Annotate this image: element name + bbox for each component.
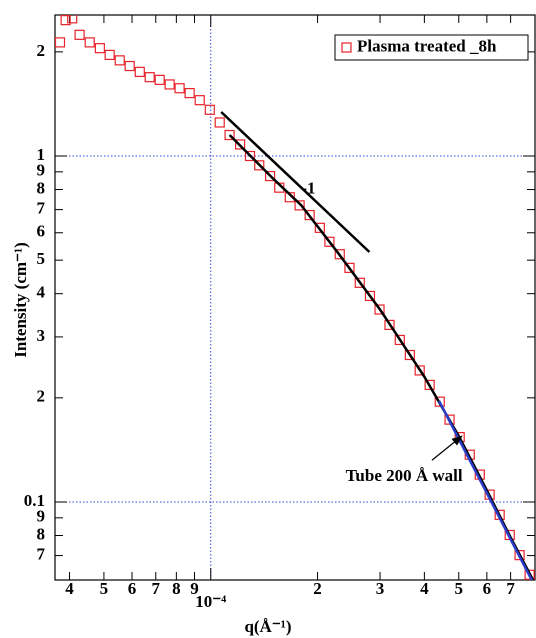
data-point [424, 379, 435, 390]
data-point [74, 29, 85, 40]
data-point [434, 396, 445, 407]
y-tick-label: 2 [37, 387, 46, 406]
y-tick-label: 2 [37, 41, 46, 60]
y-tick-label: 5 [37, 249, 46, 268]
data-point [104, 49, 115, 60]
data-point [84, 37, 95, 48]
data-point [244, 150, 256, 162]
legend-marker [341, 42, 352, 53]
data-point [304, 209, 315, 221]
x-tick-label: 6 [483, 579, 492, 598]
plot-frame [54, 14, 536, 581]
data-point [235, 139, 246, 150]
y-tick-label: 4 [37, 283, 46, 302]
data-point [514, 550, 525, 561]
data-point [354, 277, 365, 288]
data-point [384, 319, 395, 330]
data-point [214, 117, 225, 128]
data-point [374, 304, 385, 315]
y-tick-label: 9 [37, 161, 46, 180]
data-point [144, 72, 155, 83]
line [220, 111, 371, 253]
y-tick-label: 3 [37, 326, 46, 345]
x-tick-label: 3 [376, 579, 385, 598]
data-point [204, 104, 215, 115]
data-point [324, 236, 335, 247]
annotations: -1 Tube 200 Å wall [301, 178, 463, 485]
data-point [344, 262, 355, 273]
data-point [174, 83, 185, 94]
data-point [164, 79, 175, 90]
x-tick-label: 8 [172, 579, 181, 598]
data-point [314, 222, 325, 233]
x-tick-label: 4 [420, 579, 429, 598]
y-axis-label: Intensity (cm⁻¹) [11, 242, 30, 358]
data-point [444, 414, 455, 425]
data-point [114, 55, 125, 66]
x-tick-label: 5 [455, 579, 464, 598]
y-tick-label: 8 [37, 178, 46, 197]
x-tick-label: 2 [313, 579, 322, 598]
x-tick-label: 4 [65, 579, 74, 598]
data-point [394, 334, 405, 346]
data-point [404, 349, 415, 361]
y-tick-label: 8 [37, 524, 46, 543]
data-point [124, 60, 135, 72]
x-axis-label: q(Å⁻¹) [244, 617, 291, 636]
x-tick-label: 5 [100, 579, 109, 598]
y-tick-label: 7 [37, 544, 46, 563]
data-point [55, 37, 66, 48]
data-point [265, 170, 276, 182]
data-point [60, 15, 71, 26]
line [437, 400, 534, 580]
data-point [67, 15, 78, 24]
x-tick-label: 7 [152, 579, 161, 598]
grid [55, 15, 535, 580]
legend: Plasma treated _8h [334, 34, 529, 61]
annotation-arrow [431, 435, 463, 461]
data-point [184, 87, 195, 99]
annotation: -1 [301, 178, 315, 197]
data-point [364, 290, 376, 302]
x-tick-label: 6 [128, 579, 137, 598]
x-tick-label: 9 [190, 579, 199, 598]
data-point [334, 249, 345, 260]
data-point [524, 569, 535, 580]
y-tick-label: 0.1 [24, 491, 45, 510]
data-point [294, 200, 305, 211]
annotation: Tube 200 Å wall [346, 466, 463, 485]
legend-label: Plasma treated _8h [357, 36, 497, 55]
y-tick-label: 7 [37, 199, 46, 218]
y-tick-label: 1 [37, 145, 46, 164]
marks [55, 15, 535, 580]
x-tick-label: 7 [506, 579, 515, 598]
data-point [414, 365, 425, 376]
y-tick-label: 9 [37, 507, 46, 526]
data-point [194, 95, 205, 106]
data-point [154, 74, 165, 85]
data-point [254, 160, 265, 171]
legend-box [334, 34, 529, 61]
y-tick-label: 6 [37, 222, 46, 241]
data-point [94, 43, 105, 54]
data-point [134, 66, 145, 78]
line [228, 134, 535, 580]
data-point [224, 129, 235, 141]
x-tick-label: 10⁻⁴ [195, 592, 226, 611]
